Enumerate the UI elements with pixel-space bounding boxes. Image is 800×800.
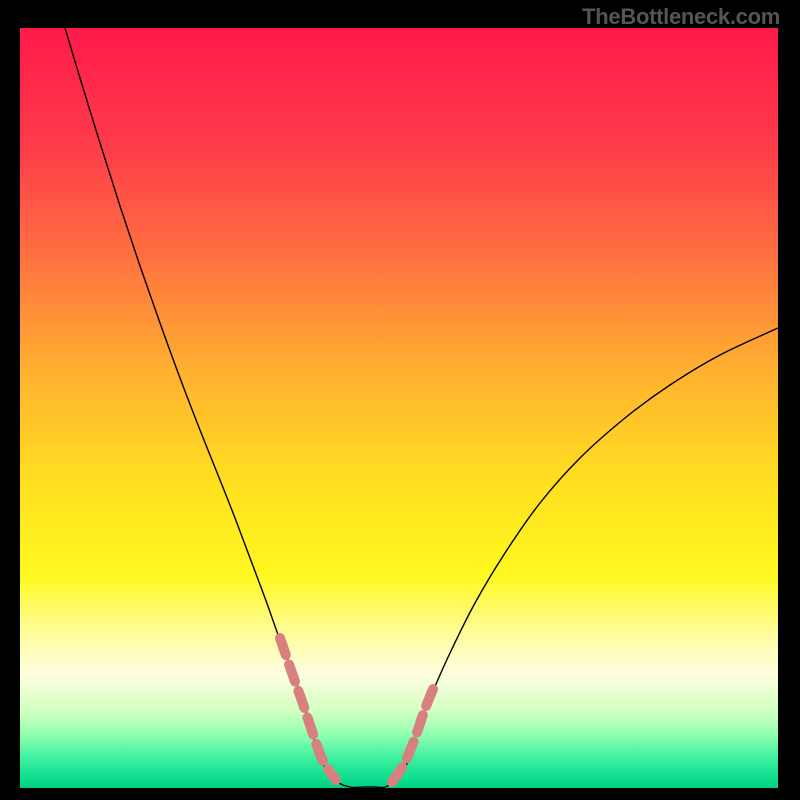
bottleneck-curve: [65, 28, 778, 788]
marker-right-dash: [392, 682, 436, 782]
plot-area: [20, 28, 778, 788]
curve-layer: [20, 28, 778, 788]
marker-left-dash: [280, 638, 336, 780]
watermark-text: TheBottleneck.com: [582, 4, 780, 30]
